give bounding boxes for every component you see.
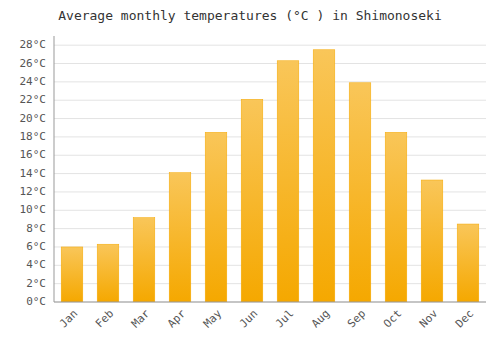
bar	[385, 132, 407, 302]
bar	[349, 83, 371, 302]
grid-line	[54, 136, 486, 137]
y-tick-label: 2°C	[26, 277, 46, 290]
bar	[313, 50, 335, 302]
x-axis: Jan Feb Mar Apr May Jun Jul Aug Sep Oct Nov Dec	[54, 302, 486, 330]
grid	[54, 45, 486, 302]
y-tick-label: 24°C	[20, 75, 47, 88]
bar	[97, 244, 119, 302]
grid-line	[54, 173, 486, 174]
x-axis-line	[54, 302, 486, 303]
x-tick-label: Dec	[453, 307, 476, 330]
grid-line	[54, 100, 486, 101]
grid-line	[54, 155, 486, 156]
bar	[169, 173, 191, 302]
title: Average monthly temperatures (°C ) in Sh…	[58, 8, 442, 23]
x-tick-label: Aug	[309, 307, 332, 330]
x-tick-label: Mar	[129, 307, 153, 331]
bar	[205, 132, 227, 302]
x-tick-label: Jun	[237, 307, 260, 330]
y-axis-line	[54, 36, 55, 302]
x-tick-label: Sep	[345, 307, 368, 330]
bar	[241, 99, 263, 302]
y-tick-label: 16°C	[20, 148, 47, 161]
x-tick-label: Oct	[381, 307, 404, 330]
bar	[277, 61, 299, 302]
bar	[61, 247, 83, 302]
chart-container: 0°C 2°C 4°C 6°C 8°C 10°C 12°C 14°C 16°C 18°C 20°C 2…	[0, 0, 500, 350]
y-tick-label: 10°C	[20, 203, 47, 216]
x-tick-label: Jul	[273, 307, 296, 330]
grid-line	[54, 118, 486, 119]
y-tick-label: 8°C	[26, 222, 46, 235]
bar	[133, 218, 155, 302]
grid-line	[54, 81, 486, 82]
grid-line	[54, 45, 486, 46]
y-tick-label: 4°C	[26, 258, 46, 271]
bar	[421, 180, 443, 302]
y-tick-label: 14°C	[20, 167, 47, 180]
y-tick-label: 28°C	[20, 38, 47, 51]
x-tick-label: Nov	[417, 307, 441, 331]
x-tick-label: May	[201, 307, 225, 331]
bar	[457, 224, 479, 302]
x-tick-label: Feb	[93, 307, 116, 330]
y-tick-label: 18°C	[20, 130, 47, 143]
y-axis: 0°C 2°C 4°C 6°C 8°C 10°C 12°C 14°C 16°C 18°C 20°C 2…	[20, 36, 55, 308]
x-tick-label: Apr	[165, 307, 189, 331]
grid-line	[54, 302, 486, 303]
y-tick-label: 20°C	[20, 112, 47, 125]
y-tick-label: 6°C	[26, 240, 46, 253]
y-tick-label: 12°C	[20, 185, 47, 198]
x-tick-label: Jan	[57, 307, 80, 330]
y-tick-label: 0°C	[26, 295, 46, 308]
bars	[61, 50, 479, 302]
y-tick-label: 26°C	[20, 57, 47, 70]
grid-line	[54, 63, 486, 64]
chart-svg: 0°C 2°C 4°C 6°C 8°C 10°C 12°C 14°C 16°C 18°C 20°C 2…	[0, 0, 500, 350]
y-tick-label: 22°C	[20, 93, 47, 106]
